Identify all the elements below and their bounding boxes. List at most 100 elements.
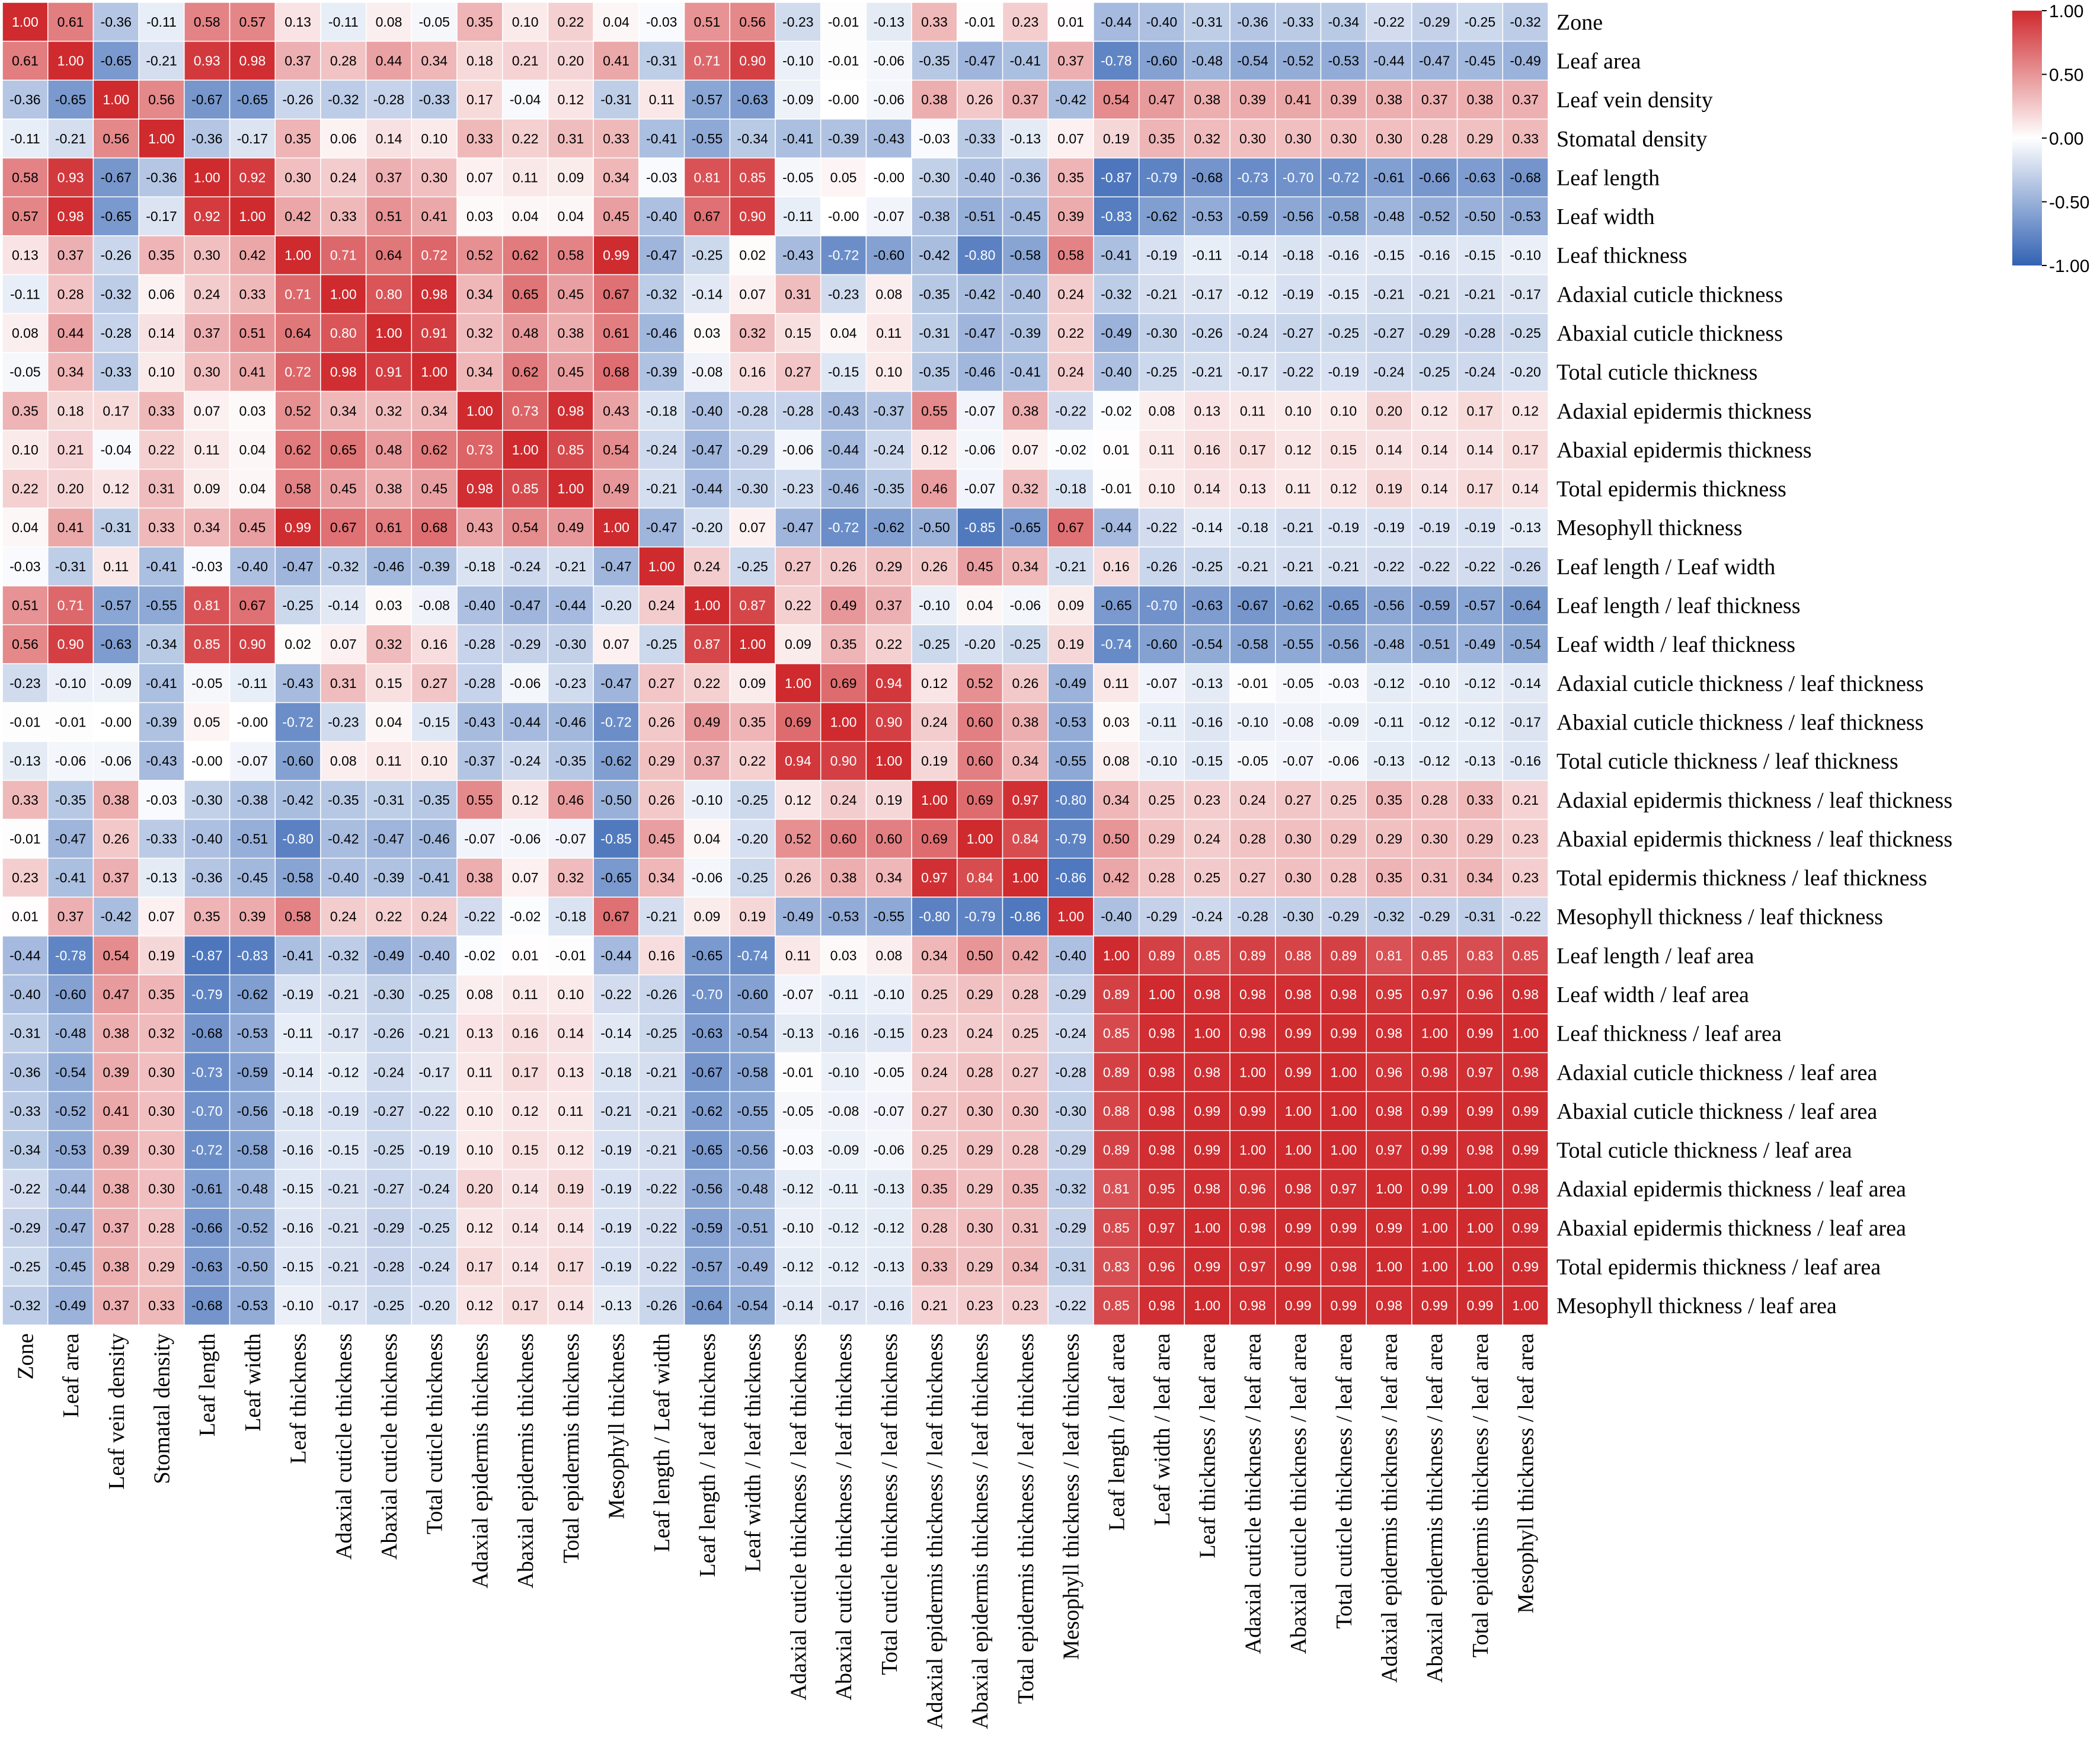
cell-value-label: 0.32 bbox=[376, 636, 402, 652]
cell-value-label: -0.25 bbox=[1191, 559, 1222, 574]
colorbar-tick-label: -1.00 bbox=[2049, 257, 2089, 276]
cell-value-label: 0.99 bbox=[1467, 1026, 1494, 1041]
heatmap-cell bbox=[502, 313, 549, 353]
cell-value-label: 0.98 bbox=[57, 209, 84, 224]
cell-value-label: -0.14 bbox=[692, 286, 723, 302]
cell-value-label: 0.56 bbox=[12, 636, 39, 652]
cell-value-label: 0.24 bbox=[1057, 364, 1084, 380]
cell-value-label: 0.04 bbox=[239, 481, 266, 497]
cell-value-label: -0.73 bbox=[191, 1064, 222, 1080]
cell-value-label: 0.30 bbox=[421, 169, 448, 185]
cell-value-label: -0.56 bbox=[1328, 636, 1359, 652]
heatmap-cell bbox=[775, 274, 822, 314]
cell-value-label: 0.18 bbox=[57, 403, 84, 418]
cell-value-label: -0.03 bbox=[146, 792, 177, 808]
heatmap-cell bbox=[274, 157, 321, 197]
cell-value-label: 0.35 bbox=[1057, 169, 1084, 185]
heatmap-cell bbox=[92, 119, 139, 159]
heatmap-cell bbox=[1366, 235, 1412, 276]
row-label: Abaxial cuticle thickness bbox=[1556, 321, 1783, 346]
row-label: Adaxial epidermis thickness bbox=[1556, 399, 1812, 424]
cell-value-label: 0.13 bbox=[1194, 403, 1220, 418]
cell-value-label: -0.11 bbox=[1374, 714, 1404, 729]
cell-value-label: 1.00 bbox=[1512, 1298, 1539, 1313]
cell-value-label: 0.11 bbox=[1286, 481, 1311, 497]
cell-value-label: -0.08 bbox=[828, 1103, 859, 1119]
cell-value-label: -0.59 bbox=[1237, 209, 1268, 224]
cell-value-label: -0.24 bbox=[1191, 909, 1223, 924]
cell-value-label: 0.41 bbox=[239, 364, 266, 380]
heatmap-cell bbox=[1366, 274, 1412, 314]
heatmap-cell bbox=[138, 235, 185, 276]
cell-value-label: -0.07 bbox=[874, 209, 904, 224]
cell-value-label: 0.99 bbox=[1285, 1220, 1312, 1236]
heatmap-cell bbox=[274, 79, 321, 120]
cell-value-label: -0.01 bbox=[555, 948, 586, 963]
cell-value-label: -0.28 bbox=[737, 403, 768, 418]
cell-value-label: 0.62 bbox=[512, 248, 539, 263]
cell-value-label: 0.90 bbox=[57, 636, 84, 652]
cell-value-label: -0.20 bbox=[418, 1298, 449, 1313]
cell-value-label: 0.34 bbox=[1103, 792, 1130, 808]
cell-value-label: 0.33 bbox=[148, 403, 175, 418]
cell-value-label: -0.60 bbox=[1146, 53, 1177, 68]
cell-value-label: 0.33 bbox=[148, 1298, 175, 1313]
cell-value-label: -0.74 bbox=[737, 948, 768, 963]
cell-value-label: -0.22 bbox=[1465, 559, 1495, 574]
cell-value-label: -0.42 bbox=[282, 792, 313, 808]
cell-value-label: -0.25 bbox=[1146, 364, 1177, 380]
row-label: Total epidermis thickness / leaf thickne… bbox=[1556, 866, 1927, 891]
cell-value-label: -0.65 bbox=[1328, 598, 1359, 613]
cell-value-label: -0.49 bbox=[1055, 676, 1086, 691]
cell-value-label: -0.22 bbox=[646, 1220, 677, 1236]
cell-value-label: 0.24 bbox=[194, 286, 220, 302]
cell-value-label: -0.13 bbox=[1465, 753, 1495, 769]
cell-value-label: 1.00 bbox=[648, 559, 675, 574]
cell-value-label: 0.06 bbox=[148, 286, 175, 302]
row-label: Adaxial cuticle thickness bbox=[1556, 282, 1783, 307]
cell-value-label: -0.22 bbox=[646, 1259, 677, 1275]
cell-value-label: -0.60 bbox=[282, 753, 313, 769]
heatmap-cell bbox=[820, 79, 867, 120]
cell-value-label: 0.33 bbox=[603, 131, 629, 146]
heatmap-cell bbox=[456, 196, 503, 236]
cell-value-label: 0.14 bbox=[1194, 481, 1220, 497]
cell-value-label: 1.00 bbox=[1149, 987, 1175, 1002]
cell-value-label: -0.12 bbox=[874, 1220, 904, 1236]
cell-value-label: -0.46 bbox=[373, 559, 404, 574]
cell-value-label: -0.41 bbox=[1010, 364, 1041, 380]
heatmap-cell bbox=[184, 40, 231, 81]
cell-value-label: -0.47 bbox=[600, 559, 631, 574]
cell-value-label: 0.37 bbox=[1512, 92, 1539, 107]
cell-value-label: -0.58 bbox=[1328, 209, 1359, 224]
cell-value-label: -0.60 bbox=[55, 987, 86, 1002]
cell-value-label: 0.27 bbox=[785, 364, 811, 380]
cell-value-label: 0.30 bbox=[148, 1142, 175, 1158]
cell-value-label: -0.25 bbox=[282, 598, 313, 613]
cell-value-label: 1.00 bbox=[1376, 1181, 1402, 1196]
cell-value-label: -0.10 bbox=[1510, 248, 1540, 263]
heatmap-cell bbox=[1502, 40, 1549, 81]
cell-value-label: -0.07 bbox=[1283, 753, 1313, 769]
cell-value-label: -0.15 bbox=[1465, 248, 1495, 263]
cell-value-label: -0.68 bbox=[191, 1298, 222, 1313]
cell-value-label: 0.12 bbox=[921, 676, 948, 691]
cell-value-label: -0.23 bbox=[828, 286, 859, 302]
cell-value-label: 0.08 bbox=[330, 753, 357, 769]
cell-value-label: 0.62 bbox=[512, 364, 539, 380]
cell-value-label: 0.89 bbox=[1103, 1142, 1130, 1158]
cell-value-label: 0.44 bbox=[57, 325, 84, 341]
cell-value-label: -0.31 bbox=[919, 325, 950, 341]
cell-value-label: -0.67 bbox=[191, 92, 222, 107]
cell-value-label: -0.11 bbox=[1192, 248, 1222, 263]
cell-value-label: -0.12 bbox=[1419, 753, 1450, 769]
cell-value-label: -0.07 bbox=[782, 987, 813, 1002]
heatmap-cell bbox=[1275, 2, 1322, 42]
cell-value-label: -0.36 bbox=[191, 870, 222, 885]
cell-value-label: 0.99 bbox=[1194, 1259, 1220, 1275]
heatmap-cell bbox=[1138, 196, 1185, 236]
cell-value-label: 0.51 bbox=[239, 325, 266, 341]
cell-value-label: 0.99 bbox=[1285, 1259, 1312, 1275]
heatmap-cell bbox=[229, 119, 276, 159]
heatmap-cell bbox=[729, 235, 776, 276]
